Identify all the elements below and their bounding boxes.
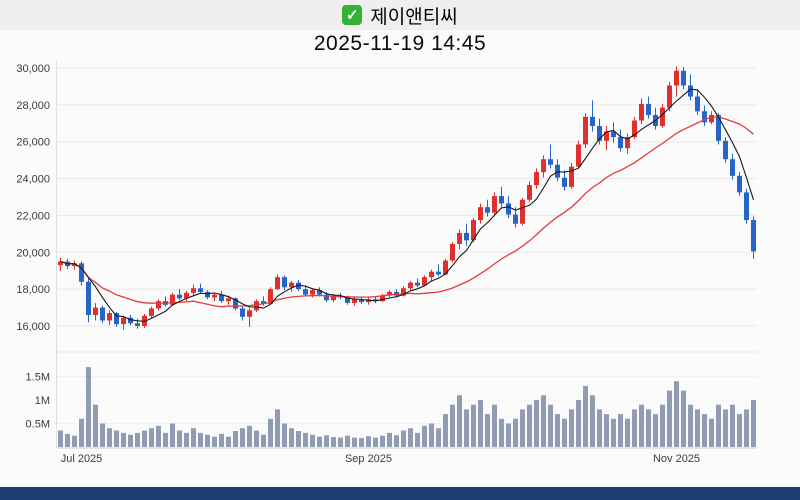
price-axis-label: 18,000 xyxy=(16,284,50,296)
x-axis-label: Sep 2025 xyxy=(345,453,392,465)
price-axis-label: 22,000 xyxy=(16,210,50,222)
stock-title: 제이앤티씨 xyxy=(370,6,458,28)
x-axis-label: Nov 2025 xyxy=(653,453,700,465)
price-axis-label: 28,000 xyxy=(16,100,50,112)
price-axis-label: 24,000 xyxy=(16,174,50,186)
datetime-label: 2025-11-19 14:45 xyxy=(313,32,487,55)
price-axis-label: 20,000 xyxy=(16,247,50,259)
volume-axis-label: 1.5M xyxy=(26,372,50,384)
check-icon[interactable]: ✓ xyxy=(342,5,363,25)
bottom-bar xyxy=(0,487,800,500)
title-bar: ✓ 제이앤티씨 xyxy=(0,0,800,30)
x-axis-label: Jul 2025 xyxy=(61,453,103,465)
volume-axis-label: 0.5M xyxy=(26,419,50,431)
price-axis-label: 26,000 xyxy=(16,137,50,149)
price-axis-label: 16,000 xyxy=(16,321,50,333)
price-axis-label: 30,000 xyxy=(16,63,50,75)
candlestick-chart[interactable]: 30,000 28,000 26,000 24,000 22,000 20,000 18,0… xyxy=(0,0,800,480)
volume-axis-label: 1M xyxy=(35,395,50,407)
